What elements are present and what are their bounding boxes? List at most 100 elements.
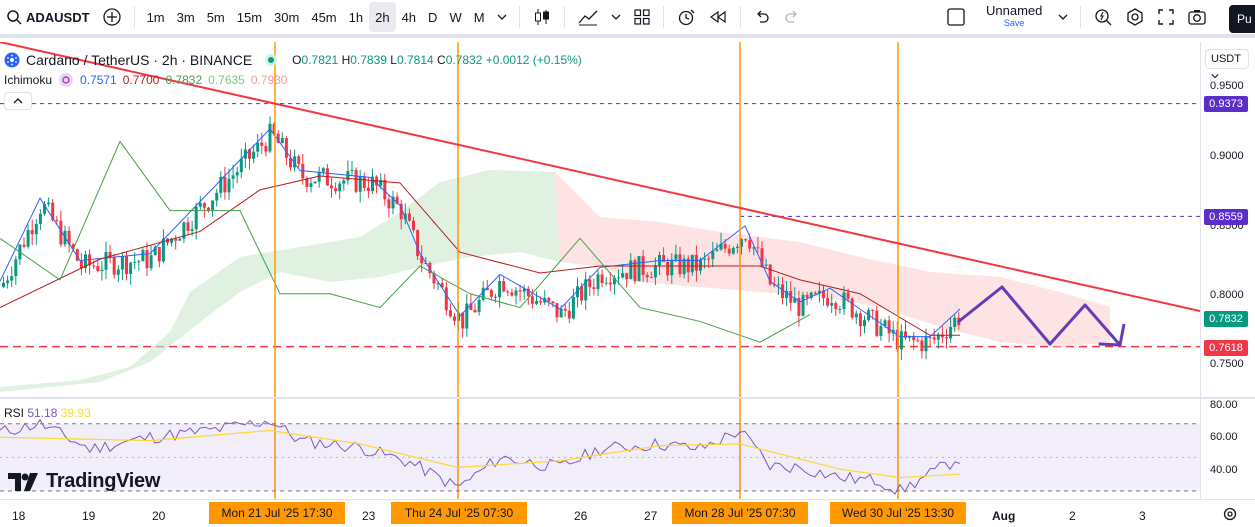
candle-body — [854, 313, 858, 318]
chart-type-button[interactable] — [526, 2, 558, 32]
rsi-value: 51.18 — [27, 406, 58, 420]
layout-name-button[interactable]: Unnamed Save — [972, 2, 1052, 32]
toolbar-divider — [662, 6, 664, 28]
cardano-logo-icon — [4, 52, 20, 68]
fullscreen-button[interactable] — [1151, 2, 1181, 32]
snapshot-button[interactable] — [1181, 2, 1213, 32]
interval-w[interactable]: W — [449, 9, 462, 25]
interval-5m[interactable]: 5m — [206, 9, 225, 25]
ichimoku-cloud-bullish — [0, 170, 560, 392]
vertical-line-time-tag: Mon 28 Jul '25 07:30 — [672, 502, 808, 524]
time-label: 19 — [82, 509, 96, 523]
ichimoku-cloud-bearish — [555, 172, 1110, 347]
candle-body — [157, 247, 161, 262]
interval-dropdown-button[interactable] — [491, 2, 513, 32]
candle-body — [190, 229, 194, 231]
interval-4h[interactable]: 4h — [401, 9, 417, 25]
search-icon — [6, 9, 22, 25]
redo-button[interactable] — [777, 2, 807, 32]
candle-body — [649, 277, 653, 279]
candle-body — [276, 133, 280, 144]
interval-15m[interactable]: 15m — [236, 9, 263, 25]
candle-body — [239, 158, 243, 173]
chevron-down-icon — [1211, 72, 1219, 80]
ichimoku-legend-row[interactable]: Ichimoku 0.7571 0.7700 0.7832 0.7635 0.7… — [4, 70, 582, 90]
time-label: 18 — [12, 509, 26, 523]
symbol-name: ADAUSDT — [26, 9, 90, 25]
candle-body — [571, 297, 575, 319]
rsi-pane[interactable] — [0, 399, 1200, 499]
candle-body — [600, 274, 604, 284]
price-scale[interactable] — [1200, 42, 1255, 499]
rsi-label: RSI — [4, 406, 25, 420]
interval-1h[interactable]: 1h — [348, 9, 364, 25]
templates-button[interactable] — [627, 2, 657, 32]
time-axis-settings-button[interactable] — [1222, 506, 1238, 522]
settings-button[interactable] — [1119, 2, 1151, 32]
publish-button[interactable]: Pu — [1229, 5, 1255, 33]
interval-d[interactable]: D — [428, 9, 438, 25]
layout-dropdown-button[interactable] — [1052, 2, 1074, 32]
candle-body — [444, 287, 448, 311]
interval-m[interactable]: M — [473, 9, 485, 25]
interval-3m[interactable]: 3m — [176, 9, 195, 25]
source-code-icon[interactable] — [58, 72, 74, 88]
candle-body — [514, 290, 518, 296]
candle-body — [334, 188, 338, 192]
candle-body — [379, 179, 383, 186]
candle-body — [112, 257, 116, 275]
candle-body — [715, 249, 719, 252]
layout-button[interactable] — [940, 2, 972, 32]
candle-body — [202, 203, 206, 208]
candle-body — [79, 260, 83, 269]
candle-body — [797, 297, 801, 316]
candle-body — [494, 296, 497, 298]
candle-body — [608, 282, 612, 285]
candle-body — [362, 176, 366, 188]
indicators-dropdown-button[interactable] — [605, 2, 627, 32]
time-label: 20 — [152, 509, 166, 523]
candle-body — [768, 264, 772, 285]
ichimoku-lagging-line — [0, 140, 811, 343]
ichimoku-lead1-value: 0.7635 — [208, 73, 245, 87]
candle-body — [535, 301, 538, 304]
tradingview-logo-icon — [8, 472, 40, 491]
interval-1m[interactable]: 1m — [146, 9, 165, 25]
compare-symbol-button[interactable] — [96, 2, 128, 32]
price-label: 0.9000 — [1210, 150, 1244, 162]
time-axis[interactable] — [0, 499, 1255, 527]
replay-button[interactable] — [702, 2, 734, 32]
candle-body — [10, 276, 14, 281]
interval-45m[interactable]: 45m — [311, 9, 337, 25]
candle-body — [26, 230, 30, 247]
candle-body — [727, 248, 731, 254]
candle-body — [834, 303, 838, 310]
candle-body — [850, 298, 854, 318]
interval-2h[interactable]: 2h — [369, 2, 396, 32]
alert-button[interactable] — [670, 2, 702, 32]
candle-body — [149, 255, 153, 269]
candle-body — [391, 196, 395, 209]
chevron-up-icon — [13, 97, 23, 105]
candle-body — [584, 279, 588, 301]
candle-body — [14, 259, 18, 277]
interval-30m[interactable]: 30m — [274, 9, 300, 25]
symbol-search-button[interactable]: ADAUSDT — [0, 2, 96, 32]
quick-search-button[interactable] — [1087, 2, 1119, 32]
price-chart-canvas — [0, 42, 1200, 398]
candle-body — [625, 273, 629, 280]
candle-body — [510, 292, 514, 296]
candle-body — [518, 290, 522, 292]
tradingview-logo[interactable]: TradingView — [8, 470, 160, 493]
candle-body — [846, 292, 850, 299]
currency-button[interactable]: USDT — [1205, 49, 1249, 79]
undo-button[interactable] — [747, 2, 777, 32]
alarm-clock-icon — [676, 7, 696, 27]
candle-body — [719, 243, 723, 250]
candle-body — [67, 230, 71, 245]
candle-body — [776, 284, 780, 286]
legend-collapse-button[interactable] — [4, 92, 32, 110]
indicators-button[interactable] — [571, 2, 605, 32]
pane-separator[interactable] — [0, 397, 1255, 399]
main-chart-pane[interactable] — [0, 42, 1200, 398]
